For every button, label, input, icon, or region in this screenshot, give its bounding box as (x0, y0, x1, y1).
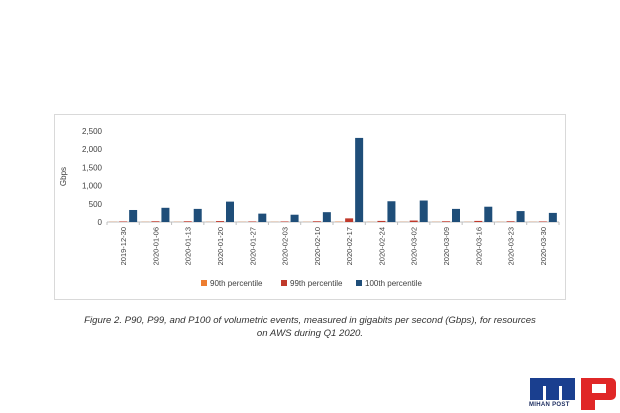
legend: 90th percentile 99th percentile 100th perc… (201, 279, 422, 288)
x-tick-label: 2020-01-06 (151, 227, 160, 265)
figure-caption-line-1: Figure 2. P90, P99, and P100 of volumetr… (84, 315, 536, 326)
x-tick-label: 2019-12-30 (119, 227, 128, 265)
bar-99th-percentile (183, 221, 192, 222)
x-tick-label: 2020-03-30 (539, 227, 548, 265)
figure-caption-line-2: on AWS during Q1 2020. (256, 328, 364, 339)
bar-100th-percentile (516, 211, 525, 222)
bar-100th-percentile (161, 207, 170, 222)
legend-label: 100th percentile (365, 279, 422, 288)
bar-99th-percentile (377, 220, 386, 222)
bar-100th-percentile (452, 208, 460, 222)
x-tick-label: 2020-02-10 (313, 227, 322, 265)
bar-99th-percentile (442, 221, 450, 222)
y-tick-label: 1,000 (82, 182, 103, 191)
x-tick-label: 2020-03-23 (507, 227, 516, 265)
bar-99th-percentile (474, 220, 483, 222)
x-tick-label: 2020-03-16 (474, 227, 483, 265)
bar-100th-percentile (193, 208, 202, 222)
bar-100th-percentile (355, 137, 364, 222)
y-tick-label: 2,500 (82, 127, 103, 136)
bar-99th-percentile (345, 218, 354, 222)
bar-99th-percentile (119, 221, 128, 222)
legend-label: 99th percentile (290, 279, 343, 288)
chart-frame: 0 500 1,000 1,500 2,000 2,500 Gbps 2019-12-30 2… (54, 114, 566, 300)
bar-100th-percentile (548, 212, 557, 222)
bar-99th-percentile (151, 221, 160, 222)
y-tick-label: 1,500 (82, 163, 103, 172)
bar-100th-percentile (129, 209, 138, 222)
bar-100th-percentile (387, 201, 396, 222)
bar-100th-percentile (226, 201, 234, 222)
bar-100th-percentile (419, 200, 428, 222)
x-tick-label: 2020-03-02 (410, 227, 419, 265)
x-axis: 2019-12-30 2020-01-06 2020-01-13 2020-01-20… (106, 221, 560, 265)
bar-100th-percentile (290, 214, 299, 222)
bar-99th-percentile (248, 221, 257, 222)
logo-text: MIHAN POST (529, 402, 570, 408)
bar-100th-percentile (322, 212, 331, 222)
x-tick-label: 2020-01-13 (184, 227, 193, 265)
mihan-post-logo-icon (530, 378, 616, 410)
x-tick-label: 2020-01-20 (216, 227, 225, 265)
legend-swatch (356, 280, 362, 286)
x-tick-label: 2020-02-17 (345, 227, 354, 265)
legend-swatch (281, 280, 287, 286)
bar-99th-percentile (409, 220, 418, 222)
x-tick-label: 2020-03-09 (442, 227, 451, 265)
bar-99th-percentile (216, 221, 224, 222)
x-tick-label: 2020-02-03 (281, 227, 290, 265)
x-tick-label: 2020-02-24 (377, 227, 386, 265)
bar-100th-percentile (484, 206, 493, 222)
bar-99th-percentile (312, 221, 321, 222)
y-axis: 0 500 1,000 1,500 2,000 2,500 Gbps (59, 127, 103, 227)
bar-99th-percentile (280, 221, 289, 222)
y-axis-title: Gbps (59, 167, 68, 186)
legend-label: 90th percentile (210, 279, 263, 288)
bar-99th-percentile (538, 221, 547, 222)
bars (109, 137, 557, 222)
bar-100th-percentile (258, 213, 267, 222)
bar-99th-percentile (506, 221, 515, 222)
y-tick-label: 500 (89, 200, 103, 209)
y-tick-label: 2,000 (82, 145, 103, 154)
y-tick-label: 0 (98, 218, 103, 227)
x-tick-label: 2020-01-27 (248, 227, 257, 265)
legend-swatch (201, 280, 207, 286)
